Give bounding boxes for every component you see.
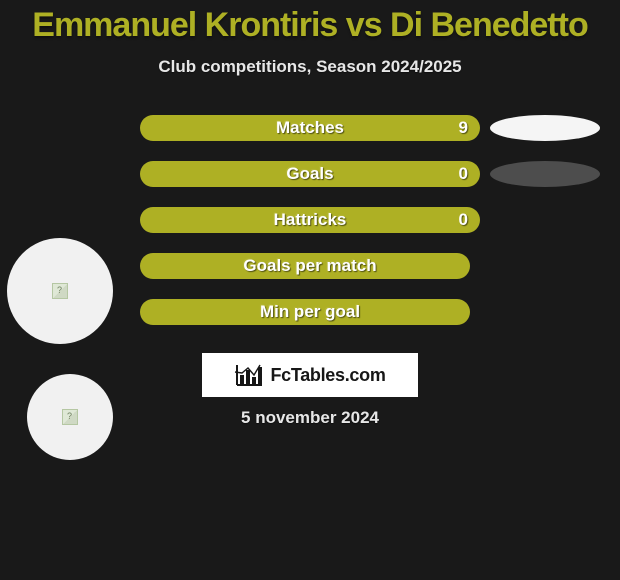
bar-row-goals-per-match: Goals per match: [140, 253, 480, 279]
bar-label: Matches: [140, 115, 480, 141]
bar-label: Min per goal: [140, 299, 480, 325]
bar-row-min-per-goal: Min per goal: [140, 299, 480, 325]
bar-value: 0: [459, 161, 468, 187]
comparison-ellipse-1: [490, 161, 600, 187]
bar-value: 9: [459, 115, 468, 141]
bar-row-matches: Matches 9: [140, 115, 480, 141]
broken-image-icon: [52, 283, 68, 299]
logo-text: FcTables.com: [270, 365, 385, 386]
bars-container: Matches 9 Goals 0 Hattricks 0 Goals per …: [140, 115, 480, 345]
page-title: Emmanuel Krontiris vs Di Benedetto: [0, 0, 620, 45]
bar-label: Hattricks: [140, 207, 480, 233]
subtitle: Club competitions, Season 2024/2025: [0, 57, 620, 77]
bar-row-goals: Goals 0: [140, 161, 480, 187]
bar-label: Goals: [140, 161, 480, 187]
date-text: 5 november 2024: [0, 408, 620, 428]
comparison-ellipse-0: [490, 115, 600, 141]
bar-value: 0: [459, 207, 468, 233]
bar-label: Goals per match: [140, 253, 480, 279]
player-portrait-1: [7, 238, 113, 344]
bar-row-hattricks: Hattricks 0: [140, 207, 480, 233]
comparison-chart: Matches 9 Goals 0 Hattricks 0 Goals per …: [0, 115, 620, 375]
fctables-logo: FcTables.com: [202, 353, 418, 397]
bar-chart-icon: [234, 363, 264, 387]
